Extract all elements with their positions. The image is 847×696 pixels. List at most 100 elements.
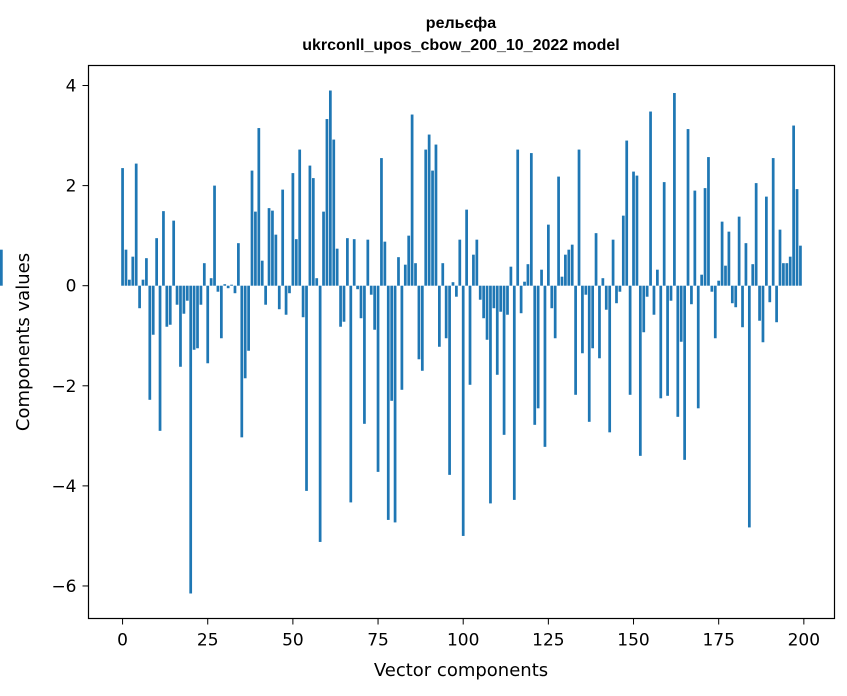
bar-77 <box>383 241 387 286</box>
bar-53 <box>301 285 305 318</box>
bar-102 <box>468 285 472 385</box>
bar-133 <box>574 285 577 395</box>
bar-156 <box>652 285 656 315</box>
bar-88 <box>420 285 424 371</box>
bar-161 <box>669 285 673 301</box>
chart-title-line-2: ukrconll_upos_cbow_200_10_2022 model <box>302 37 619 54</box>
bar-35 <box>240 285 244 438</box>
bar-57 <box>315 278 319 286</box>
bar-66 <box>346 238 349 286</box>
bar-103 <box>472 254 475 286</box>
bar-45 <box>274 234 278 286</box>
bar-70 <box>359 285 363 319</box>
bar-184 <box>747 285 751 528</box>
y-tick-label: 2 <box>66 177 77 197</box>
bar-13 <box>165 285 169 327</box>
bar-3 <box>131 256 135 286</box>
bar-48 <box>284 285 288 315</box>
bar-197 <box>792 125 795 286</box>
bar-158 <box>659 285 663 399</box>
bar-166 <box>686 129 690 286</box>
bar-93 <box>438 285 441 347</box>
bar-146 <box>618 285 622 292</box>
bar-85 <box>410 114 414 286</box>
bar-105 <box>478 285 482 300</box>
bar-176 <box>720 221 724 286</box>
bar-92 <box>434 144 438 286</box>
bar-186 <box>754 183 758 286</box>
bar-90 <box>427 134 431 286</box>
bar-163 <box>676 285 680 417</box>
bar-72 <box>366 239 370 286</box>
x-tick-label: 150 <box>617 631 649 651</box>
bar-68 <box>352 239 356 286</box>
bar-196 <box>788 256 792 286</box>
bar-180 <box>734 285 738 308</box>
bar-84 <box>407 235 411 286</box>
bar-81 <box>397 257 400 286</box>
bar-138 <box>591 285 595 349</box>
chart-title-line-1: рельєфа <box>426 15 497 32</box>
bar-107 <box>485 285 489 340</box>
bar-120 <box>529 153 533 286</box>
bar-172 <box>707 157 710 286</box>
bar-58 <box>318 285 322 542</box>
x-tick-label: 75 <box>367 631 389 651</box>
bar-104 <box>475 239 479 286</box>
bar-38 <box>250 170 254 286</box>
x-tick-label: 175 <box>702 631 734 651</box>
bar-23 <box>199 285 203 305</box>
y-tick-label: −4 <box>51 477 76 497</box>
bar-194 <box>782 263 785 286</box>
bar-162 <box>673 93 676 286</box>
bar-122 <box>536 285 540 409</box>
y-tick-label: −2 <box>51 377 76 397</box>
bar-135 <box>581 285 584 354</box>
bar-112 <box>502 285 506 435</box>
bar-98 <box>455 285 458 297</box>
bar-130 <box>564 254 567 286</box>
bar-64 <box>339 285 342 327</box>
bar-128 <box>557 176 560 286</box>
bar-192 <box>775 285 778 323</box>
bar-24 <box>202 263 206 286</box>
bar-17 <box>179 285 182 367</box>
bar-190 <box>768 285 772 303</box>
bar-179 <box>730 285 734 304</box>
bar-32 <box>230 284 233 286</box>
bar-121 <box>533 285 537 425</box>
bar-37 <box>247 285 250 351</box>
x-tick-label: 125 <box>532 631 564 651</box>
bar-11 <box>158 285 162 431</box>
bar-137 <box>587 285 591 422</box>
bar-154 <box>645 285 649 297</box>
bar-195 <box>785 263 789 286</box>
y-tick-label: −6 <box>51 577 76 597</box>
bar-1 <box>124 249 128 286</box>
bar-182 <box>741 285 744 328</box>
bar-7 <box>145 258 148 286</box>
bar-25 <box>206 285 210 364</box>
bar-49 <box>288 285 291 294</box>
x-tick-label: 100 <box>447 631 479 651</box>
bar-131 <box>567 249 571 286</box>
bar-41 <box>260 260 264 286</box>
bar-187 <box>758 285 761 321</box>
bar-75 <box>376 285 380 472</box>
bar-165 <box>683 285 686 460</box>
bar-27 <box>213 185 216 286</box>
bar-148 <box>625 140 629 286</box>
bar-169 <box>696 285 700 409</box>
bar-191 <box>771 158 775 286</box>
bar-91 <box>431 170 434 286</box>
bar-110 <box>495 285 499 375</box>
bar-74 <box>373 285 376 330</box>
bar-0 <box>121 168 124 286</box>
bar-4 <box>134 163 138 286</box>
bar-19 <box>185 285 189 301</box>
bar-153 <box>642 285 646 333</box>
bar-71 <box>363 285 366 424</box>
bar-188 <box>761 285 765 343</box>
bar-198 <box>795 189 799 286</box>
